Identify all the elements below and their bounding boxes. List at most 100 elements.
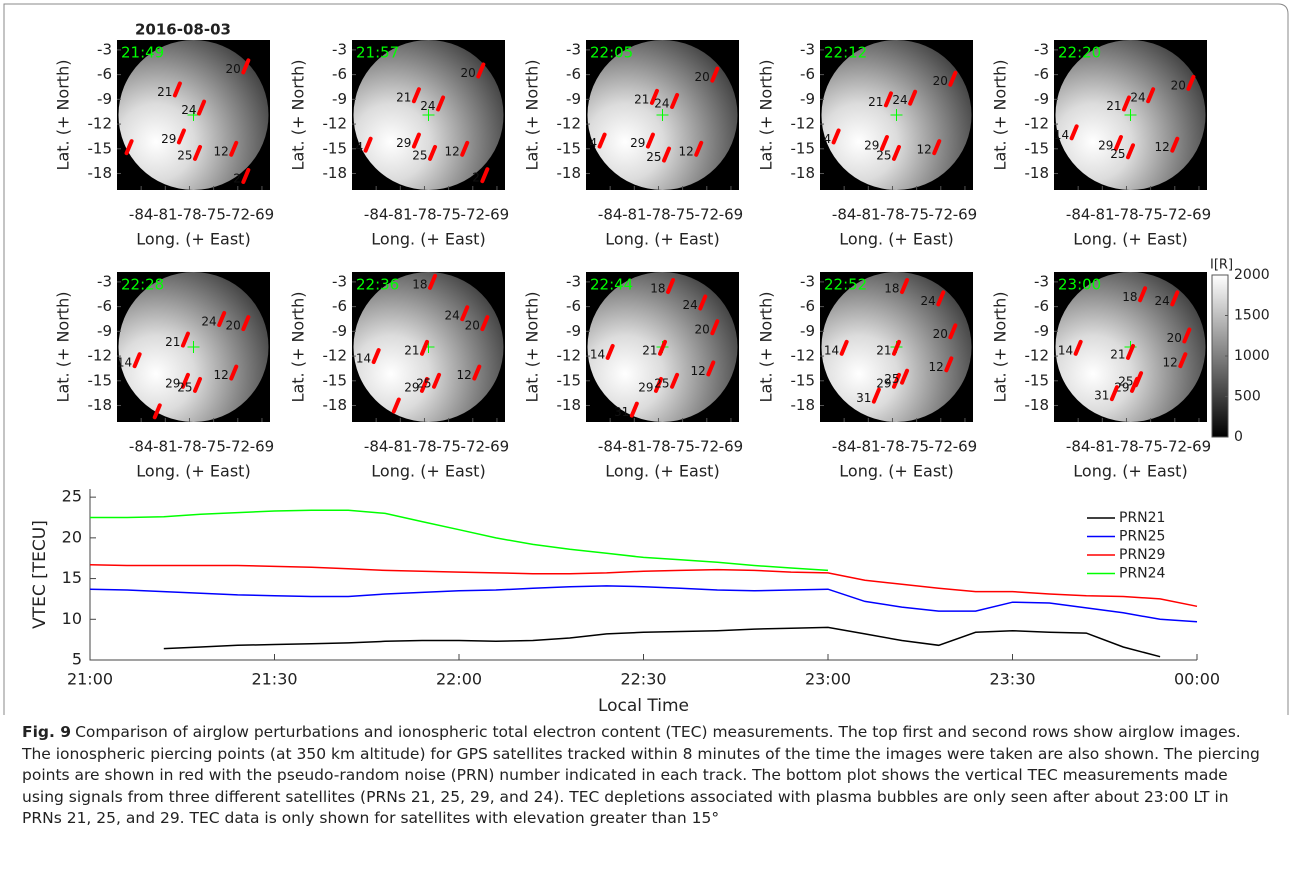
satellite-track [694, 140, 704, 157]
y-tick-label: -6 [97, 65, 112, 83]
x-tick-label: -81 [622, 438, 647, 456]
satellite-track [476, 62, 486, 79]
x-tick-label: -84 [598, 438, 623, 456]
prn-label: 25 [416, 376, 431, 390]
prn-label: 29 [404, 380, 419, 394]
satellite-track [629, 401, 639, 418]
y-tick-label: -15 [791, 139, 816, 157]
prn-label: 25 [1110, 147, 1125, 161]
prn-label: 14 [117, 356, 132, 370]
x-tick-label: -75 [670, 206, 695, 224]
figure: 2016-08-03 -3-6-9-12-15-18-84 -81 -78 -75 -7… [3, 3, 1289, 715]
y-tick-label: -18 [323, 396, 348, 414]
x-tick-label: -78 [412, 438, 437, 456]
x-axis-label: Long. (+ East) [136, 462, 250, 481]
y-tick-label: -15 [557, 371, 582, 389]
prn-label: 21 [157, 85, 172, 99]
y-axis-label: Lat. (+ North) [991, 292, 1010, 403]
y-tick-label: -12 [88, 347, 113, 365]
y-tick-label: -18 [1025, 164, 1050, 182]
satellite-track [1178, 352, 1188, 369]
y-tick-label: -15 [323, 371, 348, 389]
x-tick-label: -78 [880, 438, 905, 456]
x-tick-label: -84 [598, 206, 623, 224]
satellite-track [391, 397, 401, 414]
satellite-track [662, 146, 672, 163]
prn-label: 18 [884, 282, 899, 296]
prn-label: 14 [356, 352, 371, 366]
x-axis-label: Long. (+ East) [136, 230, 250, 249]
x-tick-label: -72 [929, 206, 954, 224]
prn-label: 29 [396, 136, 411, 150]
x-tick-label: -81 [388, 206, 413, 224]
panel-time: 22:20 [1058, 44, 1101, 62]
y-tick-label: -9 [332, 90, 347, 108]
satellite-track [432, 372, 442, 389]
x-tick-label: 23:30 [989, 670, 1035, 689]
prn-label: 21 [1110, 347, 1125, 361]
satellite-track [670, 372, 680, 389]
x-tick-label: -75 [1138, 206, 1163, 224]
prn-label: 21 [876, 343, 891, 357]
legend-label: PRN21 [1119, 510, 1165, 526]
series-line [163, 626, 1161, 658]
colorbar-tick-label: 1000 [1234, 348, 1270, 364]
x-tick-label: -72 [695, 438, 720, 456]
prn-label: 20 [933, 74, 948, 88]
x-tick-label: 22:00 [436, 670, 482, 689]
prn-label: 29 [638, 380, 653, 394]
x-tick-label: -69 [485, 206, 510, 224]
x-tick-label: -78 [177, 206, 202, 224]
satellite-track [152, 403, 162, 420]
figure-frame [3, 3, 1289, 715]
colorbar-label: I[R] [1210, 258, 1233, 273]
y-axis-label: VTEC [TECU] [30, 520, 50, 629]
legend-label: PRN25 [1119, 529, 1165, 545]
satellite-track [666, 278, 676, 295]
y-tick-label: 25 [62, 487, 82, 506]
y-axis-label: Lat. (+ North) [523, 292, 542, 403]
y-tick-label: -3 [97, 40, 112, 58]
y-tick-label: -18 [88, 396, 113, 414]
prn-label: 25 [412, 148, 427, 162]
x-tick-label: -72 [226, 206, 251, 224]
prn-label: 20 [695, 70, 710, 84]
prn-label: 25 [646, 150, 661, 164]
satellite-track [908, 89, 918, 106]
y-tick-label: -9 [1034, 90, 1049, 108]
x-tick-label: -78 [1114, 438, 1139, 456]
satellite-track [653, 376, 663, 393]
x-tick-label: 23:00 [805, 670, 851, 689]
x-tick-label: -84 [364, 438, 389, 456]
x-tick-label: -69 [250, 206, 275, 224]
prn-label: 24 [682, 298, 697, 312]
y-tick-label: -3 [332, 272, 347, 290]
x-tick-label: -81 [153, 206, 178, 224]
y-tick-label: -9 [1034, 322, 1049, 340]
satellite-track [1126, 143, 1135, 160]
prn-label: 25 [654, 376, 669, 390]
satellite-track [883, 91, 893, 108]
x-tick-label: -81 [856, 206, 881, 224]
series-line [90, 509, 829, 572]
prn-label: 31 [1094, 389, 1109, 403]
x-tick-label: -75 [436, 206, 461, 224]
satellite-track [649, 88, 659, 105]
panel-time: 23:00 [1058, 276, 1101, 294]
x-tick-label: -69 [953, 206, 978, 224]
x-tick-label: -72 [1163, 438, 1188, 456]
satellite-track [1113, 135, 1123, 152]
satellite-track [229, 140, 239, 157]
y-tick-label: -15 [323, 139, 348, 157]
x-axis-label: Long. (+ East) [839, 230, 953, 249]
y-axis-label: Lat. (+ North) [54, 60, 73, 171]
prn-label: 2 [472, 171, 480, 185]
satellite-track [948, 70, 958, 87]
prn-label: 4 [589, 136, 597, 150]
prn-label: 2 [233, 171, 241, 185]
satellite-track [831, 128, 841, 145]
satellite-track [892, 339, 901, 356]
satellite-track [1073, 339, 1083, 356]
x-tick-label: -81 [153, 438, 178, 456]
prn-label: 24 [1155, 294, 1170, 308]
